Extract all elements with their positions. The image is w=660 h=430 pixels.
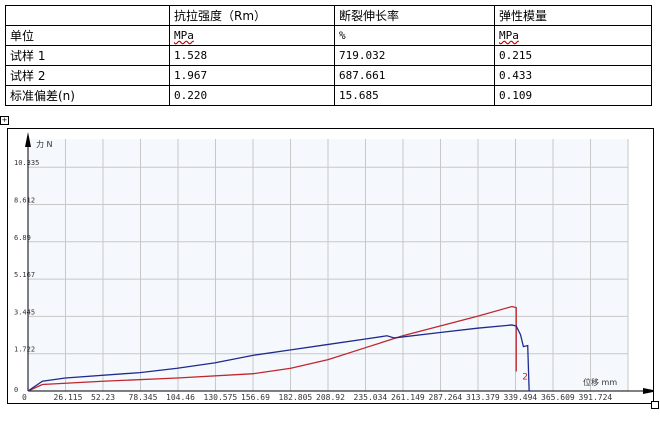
table-row: 试样 2 1.967 687.661 0.433 bbox=[5, 65, 652, 86]
unit: MPa bbox=[174, 29, 194, 42]
row-label: 单位 bbox=[5, 25, 170, 46]
header-cell bbox=[5, 5, 170, 26]
cell: 0.109 bbox=[494, 85, 652, 106]
header-cell: 弹性模量 bbox=[494, 5, 652, 26]
x-tick-label: 52.23 bbox=[91, 393, 115, 402]
y-tick-label: 6.89 bbox=[14, 234, 31, 242]
header-cell: 抗拉强度（Rm） bbox=[169, 5, 335, 26]
cell: MPa bbox=[494, 25, 652, 46]
specimen-label: 2 bbox=[522, 373, 528, 383]
table-row: 试样 1 1.528 719.032 0.215 bbox=[5, 45, 652, 66]
y-axis-arrow-icon bbox=[25, 132, 31, 147]
cell: 1.967 bbox=[169, 65, 335, 86]
move-anchor-icon[interactable]: + bbox=[0, 116, 9, 125]
cell: 687.661 bbox=[334, 65, 495, 86]
y-tick-label: 0 bbox=[14, 386, 18, 394]
x-tick-label: 287.264 bbox=[429, 393, 463, 402]
y-tick-label: 3.445 bbox=[14, 308, 35, 316]
table-row: 单位 MPa % MPa bbox=[5, 25, 652, 46]
cell: 719.032 bbox=[334, 45, 495, 66]
cell: % bbox=[334, 25, 495, 46]
force-displacement-chart: 0 26.115 52.23 78.345 104.46 130.575 156.69 182… bbox=[7, 128, 654, 404]
resize-handle[interactable] bbox=[651, 401, 659, 409]
unit: MPa bbox=[499, 29, 519, 42]
y-tick-label: 5.167 bbox=[14, 271, 35, 279]
y-axis-label: 力 N bbox=[36, 139, 53, 149]
series-line-1 bbox=[27, 305, 517, 392]
x-tick-label: 26.115 bbox=[54, 393, 83, 402]
row-label: 标准偏差(n) bbox=[5, 85, 170, 106]
cell: 0.220 bbox=[169, 85, 335, 106]
x-tick-label: 0 bbox=[22, 393, 27, 402]
cell: 15.685 bbox=[334, 85, 495, 106]
x-tick-label: 365.609 bbox=[541, 393, 575, 402]
x-tick-label: 208.92 bbox=[316, 393, 345, 402]
x-tick-label: 130.575 bbox=[204, 393, 238, 402]
table-row: 标准偏差(n) 0.220 15.685 0.109 bbox=[5, 85, 652, 106]
x-tick-label: 235.034 bbox=[354, 393, 388, 402]
cell: 1.528 bbox=[169, 45, 335, 66]
results-table: 抗拉强度（Rm） 断裂伸长率 弹性模量 单位 MPa % MPa 试样 1 1.… bbox=[5, 5, 652, 106]
x-tick-label: 313.379 bbox=[466, 393, 500, 402]
y-tick-label: 10.335 bbox=[14, 159, 39, 167]
y-tick-label: 1.722 bbox=[14, 346, 35, 354]
x-tick-label: 261.149 bbox=[391, 393, 425, 402]
row-label: 试样 2 bbox=[5, 65, 170, 86]
x-tick-label: 104.46 bbox=[166, 393, 195, 402]
cell: MPa bbox=[169, 25, 335, 46]
x-tick-label: 78.345 bbox=[129, 393, 158, 402]
cell: 0.215 bbox=[494, 45, 652, 66]
chart-svg: 0 26.115 52.23 78.345 104.46 130.575 156.69 182… bbox=[14, 132, 653, 402]
table-header-row: 抗拉强度（Rm） 断裂伸长率 弹性模量 bbox=[5, 5, 652, 26]
x-tick-label: 391.724 bbox=[579, 393, 613, 402]
x-tick-label: 182.805 bbox=[279, 393, 313, 402]
x-tick-label: 339.494 bbox=[504, 393, 538, 402]
y-tick-label: 8.612 bbox=[14, 197, 35, 205]
x-axis-label: 位移 mm bbox=[583, 377, 617, 387]
series-line-2 bbox=[27, 324, 535, 392]
x-axis-arrow-icon bbox=[643, 388, 653, 394]
header-cell: 断裂伸长率 bbox=[334, 5, 495, 26]
x-tick-label: 156.69 bbox=[241, 393, 270, 402]
cell: 0.433 bbox=[494, 65, 652, 86]
row-label: 试样 1 bbox=[5, 45, 170, 66]
